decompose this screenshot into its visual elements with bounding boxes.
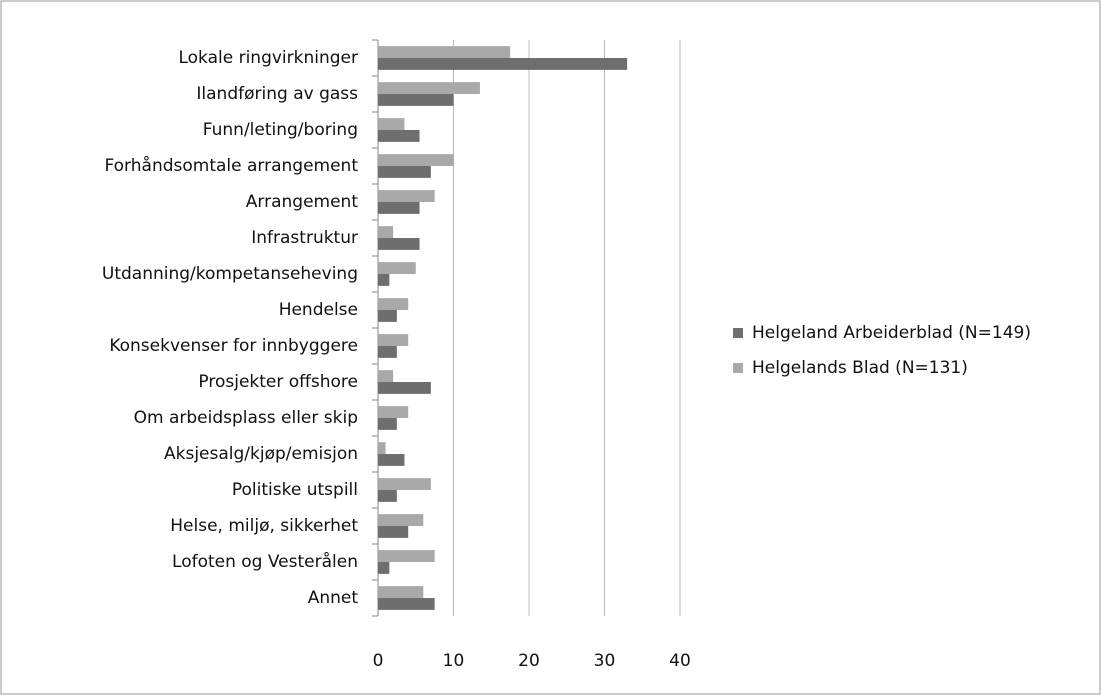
bar bbox=[378, 310, 397, 322]
bar bbox=[378, 82, 480, 94]
bar bbox=[378, 454, 405, 466]
y-tick-label: Om arbeidsplass eller skip bbox=[134, 408, 358, 428]
y-tick-label: Annet bbox=[308, 588, 359, 608]
bar bbox=[378, 334, 409, 346]
x-tick-label: 10 bbox=[443, 651, 465, 671]
bar bbox=[378, 166, 431, 178]
x-tick-label: 30 bbox=[594, 651, 616, 671]
bar bbox=[378, 154, 454, 166]
bar bbox=[378, 562, 390, 574]
x-tick-label: 0 bbox=[373, 651, 384, 671]
bar bbox=[378, 526, 409, 538]
legend-swatch bbox=[733, 363, 743, 373]
y-tick-label: Konsekvenser for innbyggere bbox=[109, 336, 358, 356]
bar bbox=[378, 274, 390, 286]
bar bbox=[378, 442, 386, 454]
y-tick-label: Politiske utspill bbox=[232, 480, 358, 500]
y-tick-label: Prosjekter offshore bbox=[198, 372, 358, 392]
bar bbox=[378, 262, 416, 274]
bar bbox=[378, 598, 435, 610]
legend-swatch bbox=[733, 328, 743, 338]
bar bbox=[378, 346, 397, 358]
bar bbox=[378, 550, 435, 562]
bar bbox=[378, 94, 454, 106]
y-tick-label: Forhåndsomtale arrangement bbox=[104, 155, 358, 176]
bar bbox=[378, 58, 628, 70]
bar bbox=[378, 46, 511, 58]
bar bbox=[378, 514, 424, 526]
bar bbox=[378, 586, 424, 598]
y-tick-label: Hendelse bbox=[279, 300, 358, 320]
y-tick-label: Aksjesalg/kjøp/emisjon bbox=[164, 444, 358, 464]
legend-label: Helgelands Blad (N=131) bbox=[752, 358, 968, 378]
x-tick-label: 20 bbox=[518, 651, 540, 671]
x-tick-label: 40 bbox=[669, 651, 691, 671]
bar bbox=[378, 202, 420, 214]
y-tick-label: Lokale ringvirkninger bbox=[178, 48, 358, 68]
y-tick-label: Utdanning/kompetanseheving bbox=[102, 264, 358, 284]
y-tick-label: Ilandføring av gass bbox=[196, 84, 358, 104]
bar bbox=[378, 190, 435, 202]
y-tick-label: Helse, miljø, sikkerhet bbox=[170, 516, 358, 536]
y-tick-label: Lofoten og Vesterålen bbox=[172, 551, 358, 572]
bar bbox=[378, 370, 394, 382]
bar bbox=[378, 382, 431, 394]
bar bbox=[378, 238, 420, 250]
y-tick-label: Arrangement bbox=[246, 192, 359, 212]
bar bbox=[378, 298, 409, 310]
bar bbox=[378, 490, 397, 502]
y-tick-label: Infrastruktur bbox=[251, 228, 358, 248]
bar bbox=[378, 418, 397, 430]
bar bbox=[378, 130, 420, 142]
bar bbox=[378, 478, 431, 490]
y-tick-label: Funn/leting/boring bbox=[203, 120, 358, 140]
legend-label: Helgeland Arbeiderblad (N=149) bbox=[752, 323, 1031, 343]
bar bbox=[378, 226, 394, 238]
bar bbox=[378, 118, 405, 130]
bar bbox=[378, 406, 409, 418]
